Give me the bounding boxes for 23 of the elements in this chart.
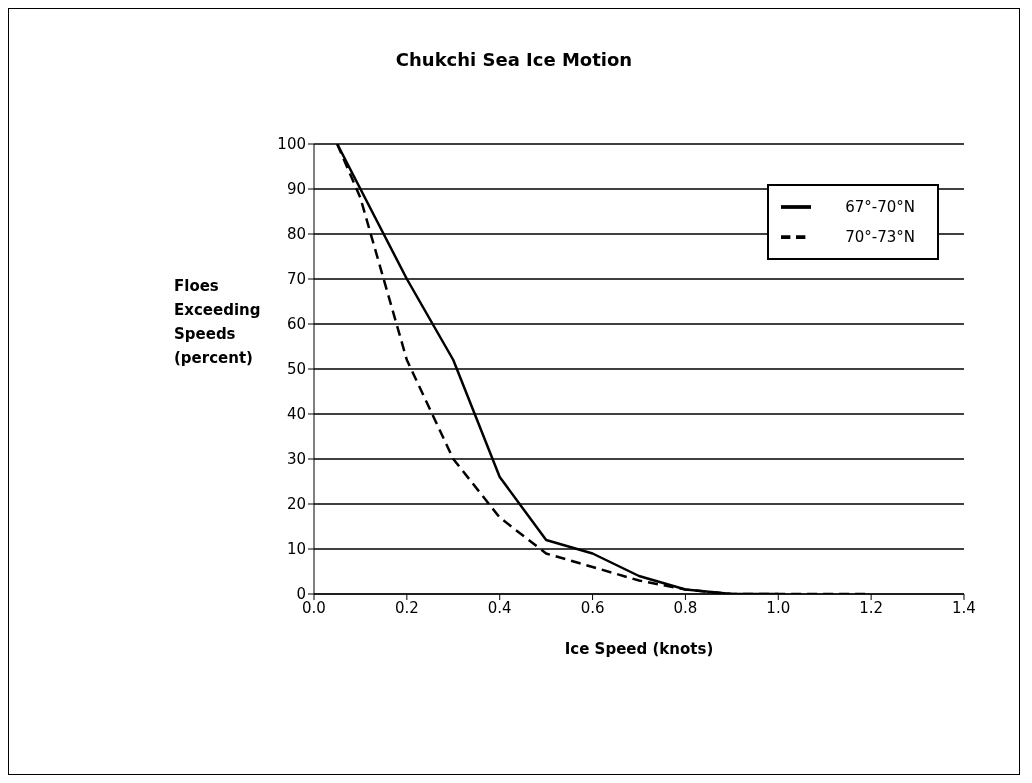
legend-label: 67°-70°N: [845, 197, 915, 216]
legend-label: 70°-73°N: [845, 227, 915, 246]
chart-title: Chukchi Sea Ice Motion: [394, 49, 634, 70]
x-tick-label: 0.8: [673, 598, 698, 617]
x-tick-label: 0.4: [487, 598, 512, 617]
x-tick-label: 0.0: [302, 598, 326, 617]
y-tick-label: 90: [286, 180, 306, 199]
y-tick-label: 80: [286, 225, 306, 244]
x-axis-title: Ice Speed (knots): [564, 640, 714, 658]
y-tick-label: 30: [286, 450, 306, 469]
x-tick-label: 0.6: [580, 598, 605, 617]
y-tick-label: 70: [286, 270, 306, 289]
y-axis-title: Floes Exceeding Speeds (percent): [174, 276, 262, 369]
y-tick-label: 100: [277, 135, 306, 154]
y-tick-label: 40: [286, 405, 306, 424]
x-tick-label: 0.2: [394, 598, 419, 617]
y-tick-label: 60: [286, 315, 306, 334]
y-tick-label: 50: [286, 360, 306, 379]
x-tick-label: 1.4: [952, 598, 976, 617]
y-tick-label: 20: [286, 495, 306, 514]
x-tick-label: 1.0: [766, 598, 791, 617]
y-tick-label: 10: [286, 540, 306, 559]
x-tick-label: 1.2: [859, 598, 884, 617]
